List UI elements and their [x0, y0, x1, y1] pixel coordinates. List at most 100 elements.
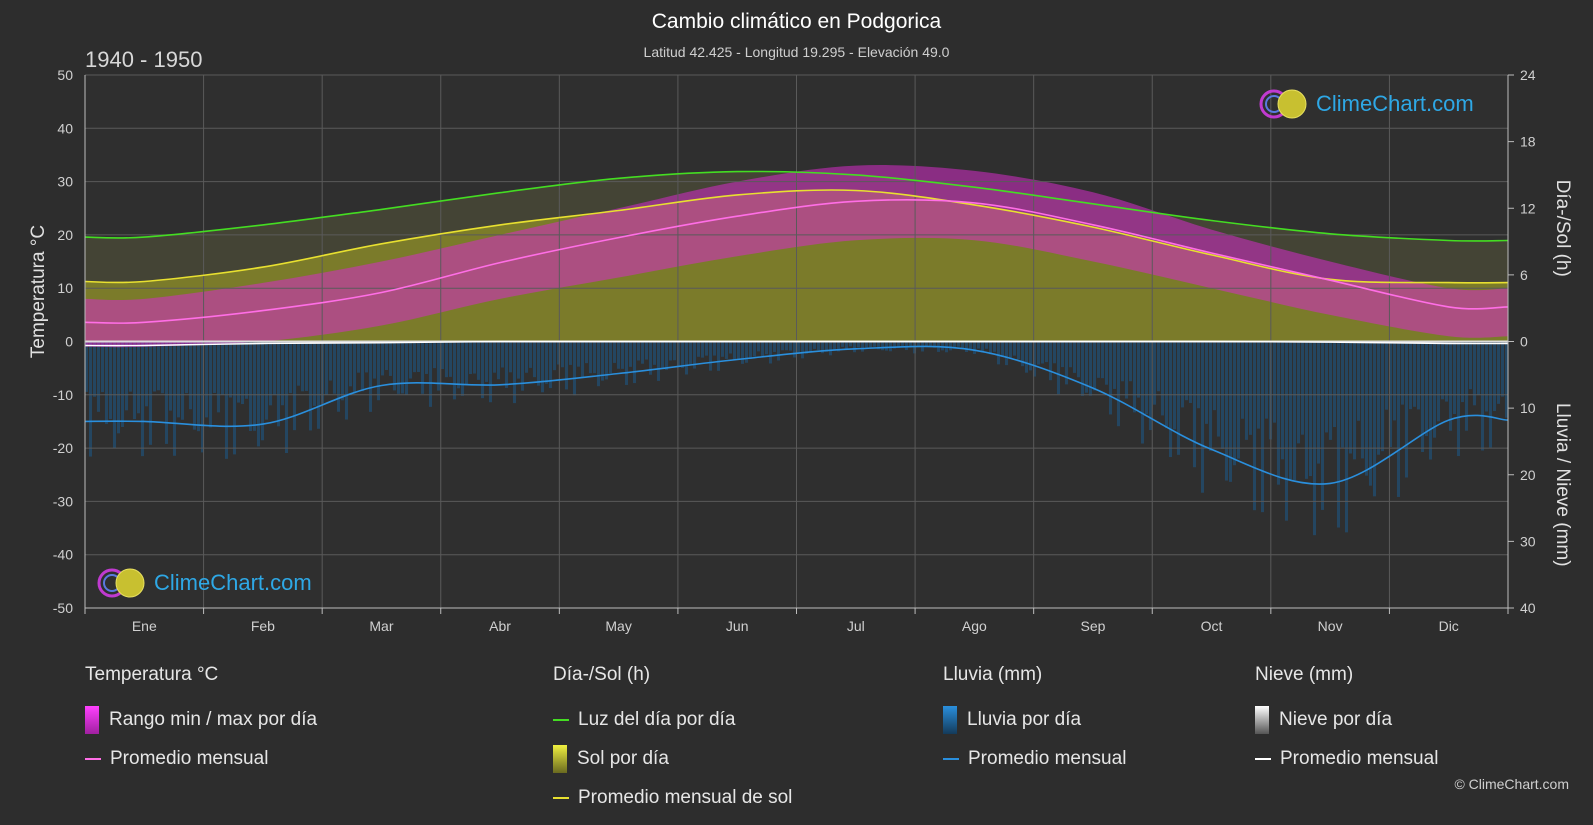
rain-bar — [1357, 341, 1360, 421]
rain-bar — [1005, 341, 1008, 366]
rain-bar — [1337, 341, 1340, 528]
rain-bar — [461, 341, 464, 396]
rain-bar — [589, 341, 592, 374]
rain-bar — [129, 341, 132, 392]
rain-bar — [105, 341, 108, 425]
rain-bar — [629, 341, 632, 367]
rain-bar — [989, 341, 992, 355]
rain-bar — [1201, 341, 1204, 493]
rain-bar — [529, 341, 532, 368]
rain-bar — [801, 341, 804, 359]
rain-bar — [1333, 341, 1336, 428]
rain-bar — [393, 341, 396, 391]
rain-bar — [213, 341, 216, 393]
rain-bar — [505, 341, 508, 389]
rain-bar — [221, 341, 224, 395]
legend-sun: Día-/Sol (h) Luz del día por día Sol por… — [553, 664, 792, 817]
left-tick-label: 30 — [57, 174, 73, 190]
rain-bar — [897, 341, 900, 348]
rain-bar — [297, 341, 300, 386]
rain-bar — [1273, 341, 1276, 423]
rain-bar — [1253, 341, 1256, 511]
rain-bar — [729, 341, 732, 354]
rain-bar — [1441, 341, 1444, 400]
month-label: Sep — [1080, 618, 1105, 634]
rain-bar — [601, 341, 604, 381]
legend-label: Promedio mensual — [1280, 747, 1439, 769]
rain-bar — [1405, 341, 1408, 478]
legend-label: Lluvia por día — [967, 708, 1082, 730]
climechart-logo-icon — [1259, 89, 1307, 119]
rain-bar — [1097, 341, 1100, 378]
rain-bar — [1417, 341, 1420, 410]
rain-bar — [1293, 341, 1296, 481]
rain-bar — [1325, 341, 1328, 433]
rain-bar — [577, 341, 580, 367]
rain-bar — [453, 341, 456, 400]
logo-text: ClimeChart.com — [154, 570, 312, 595]
rain-bar — [1265, 341, 1268, 419]
rain-bar — [1393, 341, 1396, 421]
rain-bar — [1017, 341, 1020, 360]
rain-bar — [1233, 341, 1236, 466]
snow-avg-line — [84, 340, 1509, 347]
rain-bar — [333, 341, 336, 394]
rain-bar — [1425, 341, 1428, 437]
legend-heading: Temperatura °C — [85, 664, 219, 685]
rain-bar — [1481, 341, 1484, 451]
rain-bar — [193, 341, 196, 430]
rain-bar — [1093, 341, 1096, 391]
rain-bar — [673, 341, 676, 361]
rain-bar — [1297, 341, 1300, 444]
legend-label: Promedio mensual — [968, 747, 1127, 769]
rain-bar — [1249, 341, 1252, 435]
rain-bar — [249, 341, 252, 431]
climechart-logo-icon — [97, 568, 145, 598]
rain-bar — [977, 341, 980, 349]
temp-avg-line — [84, 198, 1509, 324]
rain-bar — [269, 341, 272, 406]
legend-item-snow-avg: Promedio mensual — [1255, 739, 1438, 778]
rain-bar — [1105, 341, 1108, 385]
rain-bar — [745, 341, 748, 363]
rain-bar — [501, 341, 504, 368]
rain-bar — [821, 341, 824, 354]
rain-bar — [581, 341, 584, 378]
rain-bar — [653, 341, 656, 365]
legend-temperature: Temperatura °C Rango min / max por día P… — [85, 664, 317, 778]
rain-bar — [1485, 341, 1488, 412]
rain-bar — [625, 341, 628, 385]
rain-bar — [369, 341, 372, 412]
rain-bar — [157, 341, 160, 391]
rain-bar — [949, 341, 952, 351]
rain-bar — [93, 341, 96, 397]
rain-bar — [885, 341, 888, 351]
right-tick-label: 40 — [1520, 600, 1536, 616]
legend-label: Luz del día por día — [578, 708, 736, 730]
rain-bar — [545, 341, 548, 384]
legend-item-daylight: Luz del día por día — [553, 700, 792, 739]
rain-bar — [173, 341, 176, 456]
rain-bar — [1465, 341, 1468, 431]
rain-bar — [217, 341, 220, 413]
rain-bar — [793, 341, 796, 358]
rain-bar — [569, 341, 572, 365]
rain-bar — [817, 341, 820, 351]
left-tick-label: 0 — [65, 334, 73, 350]
rain-bar — [305, 341, 308, 391]
rain-bar — [1117, 341, 1120, 427]
rain-bar — [1073, 341, 1076, 373]
rain-bar — [1193, 341, 1196, 468]
right-tick-label: 6 — [1520, 267, 1528, 283]
rain-bar — [1381, 341, 1384, 452]
rain-bar — [845, 341, 848, 349]
rain-bar — [757, 341, 760, 352]
rain-bar — [1497, 341, 1500, 404]
legend-item-temp-avg: Promedio mensual — [85, 739, 317, 778]
rain-bar — [1397, 341, 1400, 497]
rain-bar — [1029, 341, 1032, 371]
daylight-line — [84, 170, 1509, 242]
month-label: Abr — [489, 618, 511, 634]
rain-bar — [373, 341, 376, 379]
rain-bar — [1137, 341, 1140, 398]
